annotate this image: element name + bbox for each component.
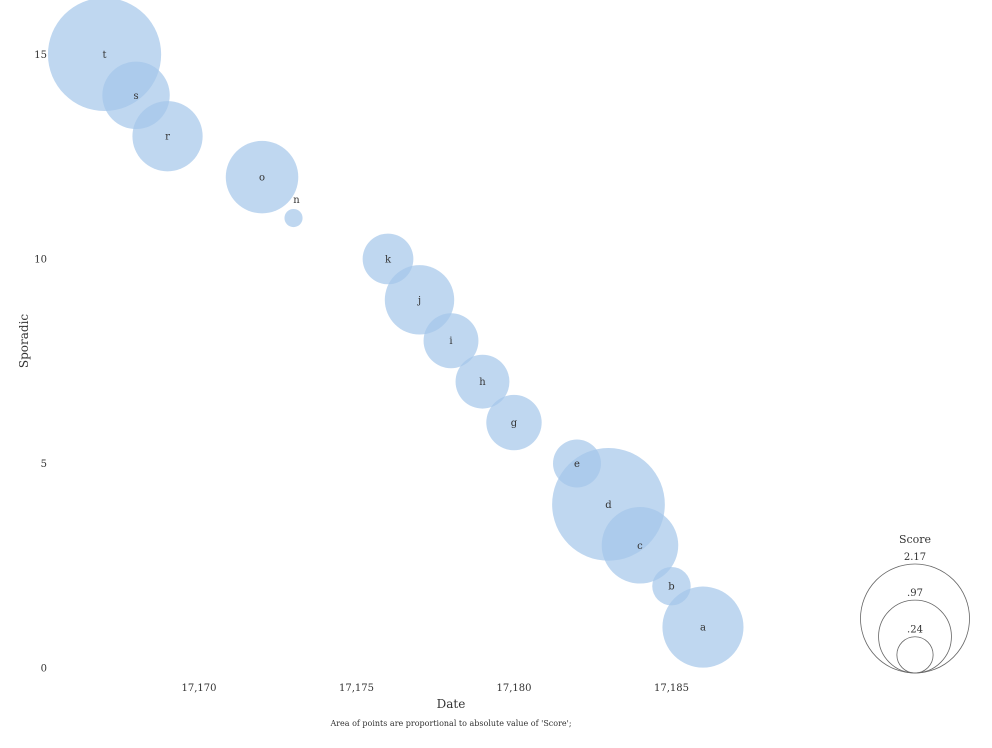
point-label-k: k [385,254,392,265]
data-point-a [662,586,744,668]
x-tick-label: 17,185 [654,683,689,694]
x-tick-label: 17,180 [496,683,531,694]
point-label-t: t [103,50,107,61]
data-point-j [384,265,455,335]
x-tick-label: 17,175 [339,683,374,694]
data-point-n [284,208,303,228]
legend-circle [896,636,934,674]
legend-label: .97 [907,588,923,599]
point-label-g: g [511,418,518,429]
y-axis-title: Sporadic [17,314,31,369]
point-label-n: n [293,195,300,206]
point-label-j: j [417,295,421,306]
y-tick-label: 10 [34,254,47,265]
legend-title: Score [899,533,931,546]
points-layer [47,0,744,668]
y-tick-label: 5 [41,459,47,470]
y-axis-ticks: 0 5 10 15 [34,50,47,675]
x-tick-label: 17,170 [182,683,217,694]
y-tick-label: 0 [41,664,47,675]
data-point-g [486,394,542,451]
point-label-a: a [700,623,706,634]
point-label-o: o [259,173,265,184]
point-label-h: h [479,377,486,388]
legend-circle [860,563,970,674]
x-axis-ticks: 17,170 17,175 17,180 17,185 [182,683,689,694]
size-note: Area of points are proportional to absol… [329,719,571,728]
x-axis-title: Date [437,697,466,711]
legend-items: 2.17 .97 .24 [860,552,970,674]
y-tick-label: 15 [34,50,47,61]
data-point-k [362,233,414,285]
point-label-i: i [449,336,452,347]
point-label-e: e [574,459,580,470]
point-labels-layer: a b c d e g h i j k n o r s t [103,50,706,634]
size-legend: Score 2.17 .97 .24 [860,533,970,674]
data-point-e [553,439,601,488]
legend-label: .24 [907,625,923,636]
legend-label: 2.17 [904,552,926,563]
point-label-d: d [605,500,612,511]
point-label-c: c [637,541,643,552]
point-label-b: b [668,582,674,593]
data-point-h [455,354,510,409]
data-point-o [225,140,299,214]
point-label-r: r [165,132,170,143]
data-point-t [47,0,162,111]
point-label-s: s [133,91,138,102]
